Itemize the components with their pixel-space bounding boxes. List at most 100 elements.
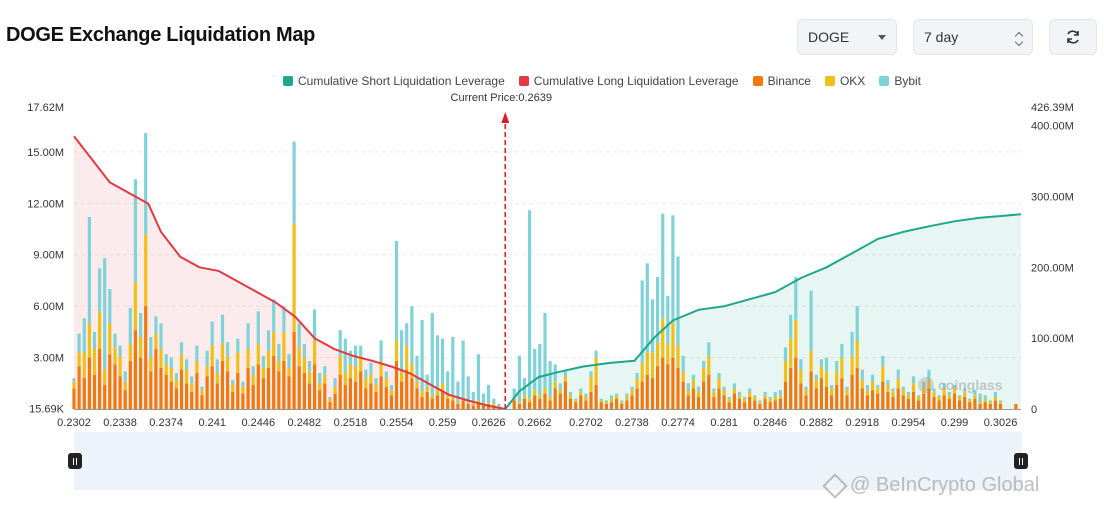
bar-binance (210, 366, 214, 409)
bar-bybit (251, 366, 255, 375)
bar-binance (425, 391, 429, 409)
legend-label: Cumulative Long Liquidation Leverage (533, 74, 739, 88)
bar-binance (466, 403, 470, 409)
legend-item[interactable]: Bybit (879, 74, 921, 88)
bar-binance (794, 357, 798, 409)
bar-bybit (394, 241, 399, 341)
bar-bybit (441, 338, 445, 384)
x-tick-label: 0.2662 (518, 417, 552, 429)
bar-bybit (82, 318, 86, 353)
legend-swatch (879, 76, 890, 86)
bar-bybit (328, 397, 332, 399)
bar-binance (98, 349, 102, 409)
bar-okx (968, 400, 972, 403)
coin-select[interactable]: DOGE (797, 19, 897, 55)
bar-bybit (297, 323, 301, 348)
bar-okx (451, 397, 455, 401)
bar-okx (400, 371, 404, 382)
bar-binance (737, 398, 742, 409)
bar-okx (226, 355, 230, 372)
x-tick-label: 0.2882 (799, 417, 833, 429)
bar-binance (860, 388, 864, 409)
bar-okx (103, 369, 107, 385)
bar-bybit (691, 374, 695, 380)
bar-okx (410, 364, 414, 379)
x-tick-label: 0.299 (941, 417, 969, 429)
bar-bybit (568, 391, 573, 396)
bar-okx (988, 402, 992, 404)
bar-binance (763, 398, 767, 409)
legend-label: OKX (839, 74, 866, 88)
legend-item[interactable]: Cumulative Long Liquidation Leverage (518, 74, 739, 88)
x-tick-label: 0.3026 (984, 417, 1018, 429)
bar-okx (446, 395, 450, 399)
bar-binance (871, 390, 875, 409)
range-select[interactable]: 7 day (913, 19, 1033, 55)
bar-binance (123, 390, 127, 409)
bar-okx (164, 364, 168, 375)
bar-okx (139, 337, 143, 358)
y-right-tick-label: 300.00M (1031, 192, 1074, 204)
bar-okx (338, 355, 342, 375)
legend-item[interactable]: Cumulative Short Liquidation Leverage (282, 74, 505, 88)
bar-okx (517, 402, 521, 404)
bar-binance (722, 395, 726, 409)
bar-bybit (128, 307, 132, 344)
bar-bybit (661, 213, 665, 319)
bar-okx (702, 367, 706, 382)
page-title: DOGE Exchange Liquidation Map (6, 24, 316, 46)
bar-okx (589, 376, 593, 392)
bar-bybit (988, 400, 992, 403)
bar-okx (845, 390, 849, 396)
zoom-handle-right[interactable] (1014, 453, 1028, 469)
legend-item[interactable]: Binance (752, 74, 811, 88)
bar-binance (1014, 403, 1018, 409)
legend-item[interactable]: OKX (824, 74, 866, 88)
bar-binance (676, 367, 680, 409)
x-tick-label: 0.2918 (845, 417, 879, 429)
x-tick-label: 0.2702 (569, 417, 603, 429)
zoom-slider-track[interactable] (74, 432, 1022, 490)
bar-bybit (758, 400, 762, 403)
bar-binance (200, 395, 204, 409)
bar-binance (103, 385, 107, 409)
bar-okx (241, 386, 245, 394)
legend-label: Binance (767, 74, 811, 88)
bar-okx (604, 402, 608, 404)
bar-bybit (727, 397, 731, 399)
bar-okx (783, 361, 788, 382)
bar-bybit (456, 381, 460, 403)
bar-binance (149, 371, 153, 409)
bar-binance (702, 381, 706, 409)
bar-okx (748, 391, 752, 397)
bar-okx (215, 373, 219, 384)
bar-bybit (656, 277, 660, 343)
bar-binance (533, 395, 537, 409)
bar-binance (922, 393, 926, 409)
bar-bybit (379, 340, 383, 361)
bar-binance (144, 306, 148, 409)
bar-bybit (231, 379, 235, 385)
y-right-tick-label: 200.00M (1031, 262, 1074, 274)
zoom-handle-left[interactable] (68, 453, 82, 469)
bar-bybit (241, 381, 245, 387)
bar-binance (855, 367, 859, 409)
bar-bybit (190, 376, 194, 384)
bar-bybit (748, 388, 752, 392)
bar-binance (625, 400, 629, 409)
bar-bybit (799, 359, 803, 370)
bar-bybit (195, 345, 199, 361)
long-cumulative-area (74, 136, 506, 410)
short-cumulative-line (504, 213, 1022, 410)
bar-bybit (87, 217, 91, 324)
bar-okx (430, 395, 434, 399)
refresh-button[interactable] (1049, 19, 1097, 55)
bar-okx (886, 385, 890, 392)
bar-binance (517, 403, 521, 409)
bar-okx (533, 390, 537, 396)
legend-label: Bybit (894, 74, 921, 88)
bar-binance (133, 330, 137, 409)
bar-binance (717, 388, 721, 409)
x-tick-label: 0.259 (429, 417, 457, 429)
bar-okx (896, 378, 900, 389)
